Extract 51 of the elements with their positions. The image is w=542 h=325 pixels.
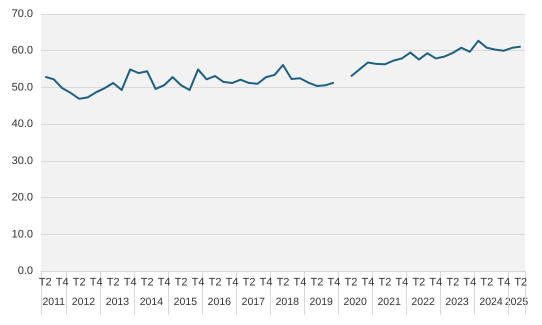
x-tick-label: T2: [140, 276, 154, 288]
text: 2021: [377, 296, 401, 308]
x-tick-label: T4: [124, 276, 137, 288]
x-tick-label: T2: [310, 276, 324, 288]
text: 2017: [242, 296, 266, 308]
x-tick-label: T4: [226, 276, 238, 288]
text: 2016: [208, 296, 232, 308]
text: 2011: [42, 296, 66, 308]
text: 2024: [479, 296, 503, 308]
x-tick-label: T4: [56, 276, 69, 288]
x-tick-label: T2: [446, 276, 460, 288]
x-tick-label: T2: [378, 276, 392, 288]
text: 2015: [174, 296, 198, 308]
x-tick-label: T4: [395, 276, 408, 288]
y-tick-label: 30.0: [12, 154, 33, 167]
x-tick-label: T4: [497, 276, 510, 288]
text: 2014: [140, 296, 164, 308]
y-tick-label: 20.0: [12, 192, 33, 204]
y-tick-label: 10.0: [12, 228, 33, 240]
text: 2022: [411, 296, 435, 308]
x-tick-label: T4: [90, 276, 103, 288]
x-tick-label: T2: [242, 276, 256, 288]
x-tick-label: T2: [276, 276, 290, 288]
x-tick-label: T4: [361, 276, 374, 288]
x-tick-label: T4: [158, 276, 171, 288]
text: 2012: [72, 296, 96, 308]
text: 2019: [310, 296, 334, 308]
x-tick-label: T2: [480, 276, 494, 288]
x-tick-label: T2: [208, 276, 222, 288]
text: 2018: [276, 296, 300, 308]
x-tick-label: T4: [429, 276, 442, 288]
x-tick-label: T4: [260, 276, 272, 288]
x-tick-label: T4: [328, 276, 340, 288]
x-tick-label: T4: [463, 276, 476, 288]
y-tick-label: 70.0: [12, 8, 33, 20]
x-tick-label: T2: [412, 276, 426, 288]
y-tick-label: 60.0: [12, 44, 33, 57]
text: 2020: [343, 296, 368, 308]
x-tick-label: T2: [72, 276, 86, 288]
x-tick-label: T2: [514, 276, 528, 288]
x-tick-label: T4: [294, 276, 306, 288]
y-tick-label: 40.0: [12, 118, 33, 130]
text: 2013: [106, 296, 130, 308]
x-tick-label: T4: [192, 276, 205, 288]
x-tick-label: T2: [344, 276, 358, 288]
y-tick-label: 50.0: [12, 81, 33, 94]
y-tick-label: 0.0: [18, 265, 33, 277]
x-tick-label: T2: [174, 276, 188, 288]
text: 2023: [445, 296, 469, 308]
x-tick-label: T2: [106, 276, 120, 288]
x-tick-label: T2: [38, 276, 52, 288]
